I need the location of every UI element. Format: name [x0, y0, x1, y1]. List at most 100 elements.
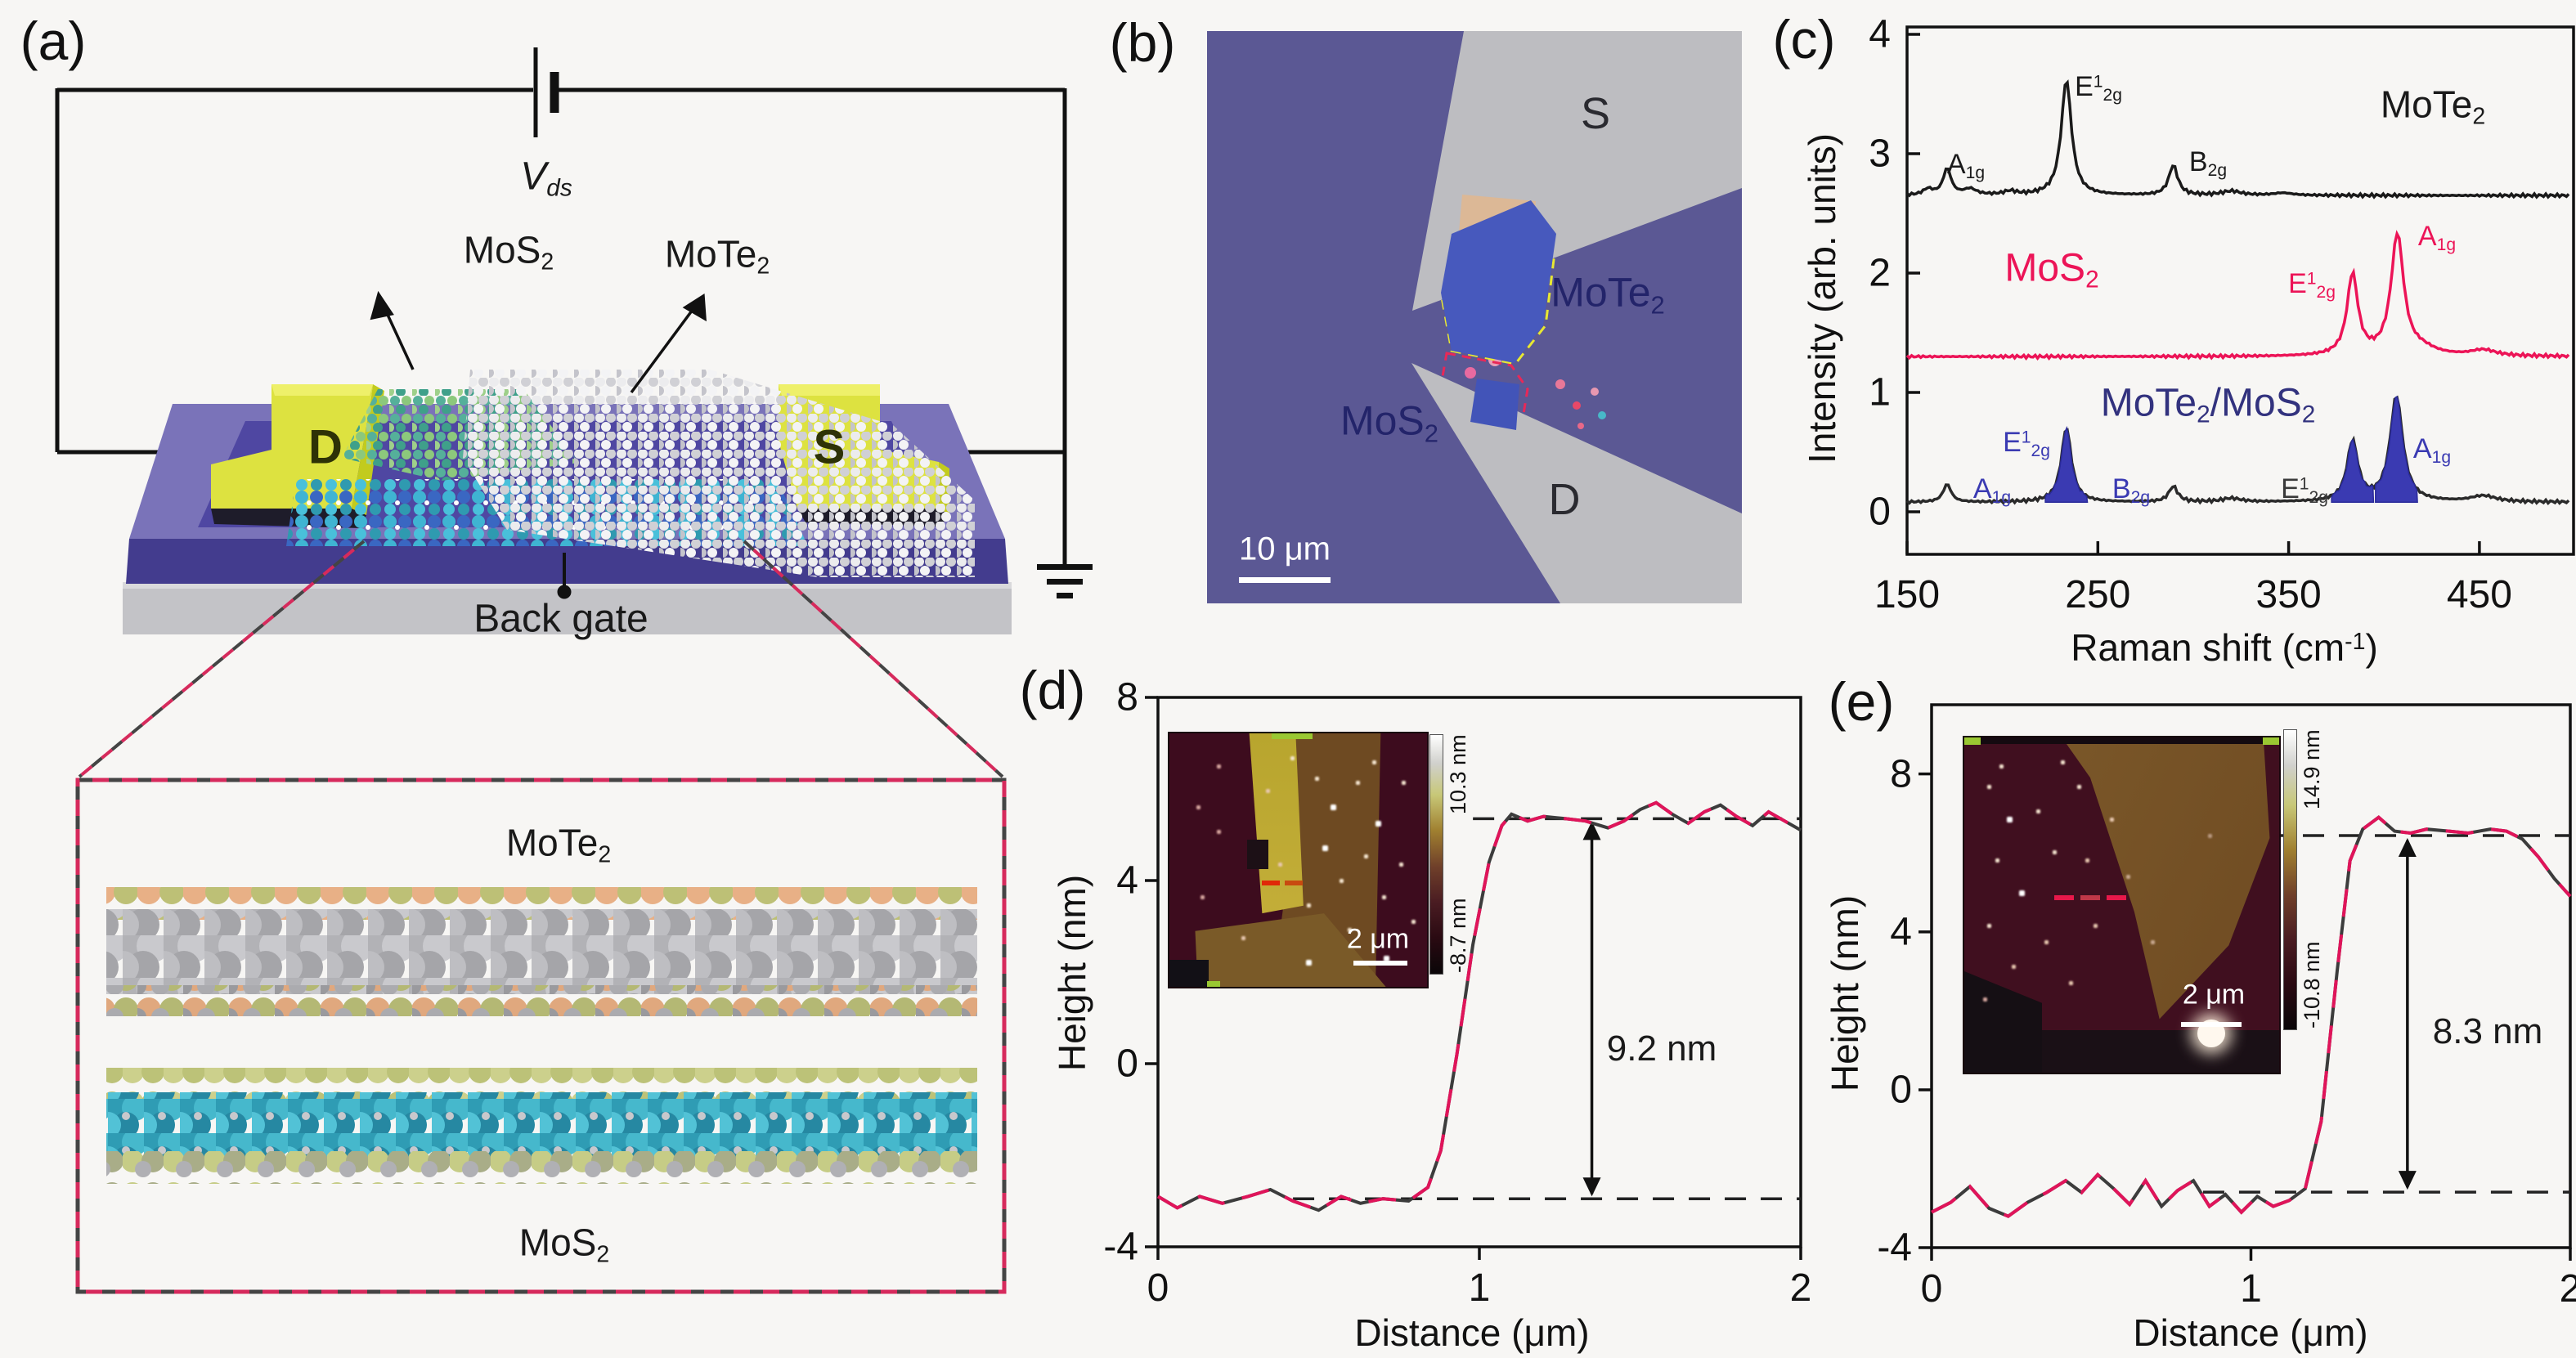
height-d-ylabel: Height (nm) — [1051, 874, 1093, 1072]
micrograph-mote2-label: MoTe2 — [1551, 269, 1665, 320]
micrograph-scale-text: 10 μm — [1239, 531, 1331, 567]
tick-label: 3 — [1869, 132, 1891, 176]
tick-label: 450 — [2446, 573, 2512, 616]
peak-a1g-hetero-left: A1g — [1972, 473, 2012, 507]
raman-curve1-label: MoTe2 — [2380, 83, 2486, 130]
zoom-mote2-label: MoTe2 — [505, 821, 612, 868]
micrograph-mos2-label: MoS2 — [1340, 397, 1439, 448]
afm-d-colorbar-min: -8.7 nm — [1446, 898, 1470, 973]
zoom-box — [75, 778, 1007, 1294]
afm-d-colorbar — [1429, 734, 1443, 975]
tick-label: 4 — [1890, 910, 1912, 954]
afm-e-top-strip — [1964, 737, 2279, 744]
afm-e-black-corner — [1964, 971, 2042, 1073]
raman-xlabel: Raman shift (cm-1) — [2071, 626, 2378, 669]
tick-label: 4 — [1869, 12, 1891, 56]
afm-d-scale-bar — [1353, 961, 1407, 966]
afm-inset-e: 2 μm — [1963, 736, 2281, 1074]
afm-e-scale-text: 2 μm — [2182, 979, 2246, 1011]
back-gate-label: Back gate — [473, 597, 648, 641]
mote2-lattice — [463, 370, 975, 577]
afm-e-speckles — [1964, 737, 1965, 738]
afm-e-profile-dash-1 — [2054, 895, 2074, 900]
afm-d-colorbar-max: 10.3 nm — [1446, 734, 1470, 814]
tick-label: 0 — [1890, 1068, 1912, 1112]
tick-label: 250 — [2065, 573, 2131, 616]
tick-label: 2 — [1789, 1266, 1812, 1310]
micrograph-mos2-fragment — [1470, 379, 1519, 430]
tick-label: 1 — [2240, 1267, 2262, 1311]
raman-curve2-label: MoS2 — [2004, 246, 2099, 294]
tick-label: 2 — [1869, 251, 1891, 295]
label-arrows — [370, 290, 707, 394]
height-e-ylabel: Height (nm) — [1824, 894, 1866, 1092]
afm-e-green-mark-left — [1964, 737, 1981, 745]
afm-e-colorbar-min: -10.8 nm — [2300, 941, 2324, 1029]
peak-e2g-hetero: E12g — [2003, 427, 2050, 460]
panel-b-micrograph: S MoTe2 MoS2 D 10 μm — [1207, 31, 1742, 603]
afm-d-profile-dash-1 — [1262, 881, 1280, 885]
circuit-wires — [55, 87, 1067, 566]
afm-d-profile-dash-2 — [1285, 881, 1303, 885]
step-height-d: 9.2 nm — [1606, 1029, 1717, 1069]
zoom-mos2-label: MoS2 — [518, 1221, 610, 1268]
tick-label: 4 — [1116, 858, 1138, 903]
micrograph-drain-label: D — [1548, 475, 1581, 524]
mos2-label-a: MoS2 — [463, 228, 554, 276]
afm-e-profile-dash-2 — [2080, 895, 2100, 900]
tick-label: 8 — [1116, 675, 1138, 719]
drain-label-a: D — [308, 420, 343, 474]
tick-label: 0 — [1869, 490, 1891, 534]
tick-label: 1 — [1869, 370, 1891, 415]
tick-label: 350 — [2255, 573, 2322, 616]
height-e-xlabel: Distance (μm) — [2133, 1311, 2368, 1354]
peak-e2g-mote2: E12g — [2075, 71, 2122, 105]
ground-icon — [1037, 564, 1093, 598]
raman-chart — [1905, 25, 2575, 556]
peak-a1g-mote2: A1g — [1946, 149, 1986, 182]
afm-e-scale-bar — [2181, 1022, 2242, 1027]
afm-e-profile-dash-3 — [2107, 895, 2126, 900]
afm-d-speckles — [1169, 733, 1170, 734]
battery-icon — [533, 47, 559, 137]
vds-label: Vds — [520, 155, 572, 202]
afm-d-scale-text: 2 μm — [1346, 923, 1410, 955]
height-chart-e — [1919, 703, 2572, 1261]
tick-label: 8 — [1890, 752, 1912, 796]
afm-d-green-mark-top — [1272, 733, 1313, 739]
zoom-mote2-slab — [106, 887, 977, 1016]
tick-label: 150 — [1874, 573, 1941, 616]
afm-inset-d: 2 μm — [1168, 732, 1429, 988]
peak-a1g-mos2: A1g — [2417, 221, 2457, 254]
afm-e-colorbar-max: 14.9 nm — [2300, 729, 2324, 809]
tick-label: 1 — [1468, 1266, 1491, 1310]
micrograph-scale-bar — [1239, 577, 1331, 583]
micrograph-source-label: S — [1580, 89, 1611, 138]
tick-label: 0 — [1116, 1042, 1138, 1086]
afm-d-green-mark-bottom — [1207, 981, 1220, 987]
zoom-mos2-slab — [106, 1068, 977, 1184]
height-d-xlabel: Distance (μm) — [1354, 1311, 1590, 1354]
afm-e-green-mark-right — [2263, 737, 2279, 745]
peak-b2g-hetero: B2g — [2112, 473, 2151, 507]
step-height-e: 8.3 nm — [2432, 1011, 2543, 1051]
raman-curve3-label: MoTe2/MoS2 — [2100, 381, 2316, 428]
peak-a1g-hetero-right: A1g — [2412, 433, 2452, 467]
tick-label: -4 — [1103, 1225, 1138, 1269]
tick-label: 2 — [2559, 1267, 2576, 1311]
peak-e2g-mos2: E12g — [2288, 268, 2336, 302]
source-label-a: S — [813, 420, 846, 474]
tick-label: -4 — [1877, 1226, 1912, 1270]
tick-label: 0 — [1147, 1266, 1169, 1310]
height-chart-d — [1145, 696, 1802, 1260]
afm-e-colorbar — [2283, 729, 2297, 1030]
zoom-connectors — [78, 540, 1004, 778]
tick-label: 0 — [1920, 1267, 1943, 1311]
back-gate-pointer — [557, 553, 572, 599]
afm-d-dark-patch — [1247, 840, 1268, 869]
afm-d-black-corner — [1169, 960, 1209, 987]
panel-a-schematic — [55, 47, 1093, 1294]
peak-e2g-hetero-right: E12g — [2281, 473, 2328, 507]
raman-ylabel: Intensity (arb. units) — [1801, 133, 1843, 464]
